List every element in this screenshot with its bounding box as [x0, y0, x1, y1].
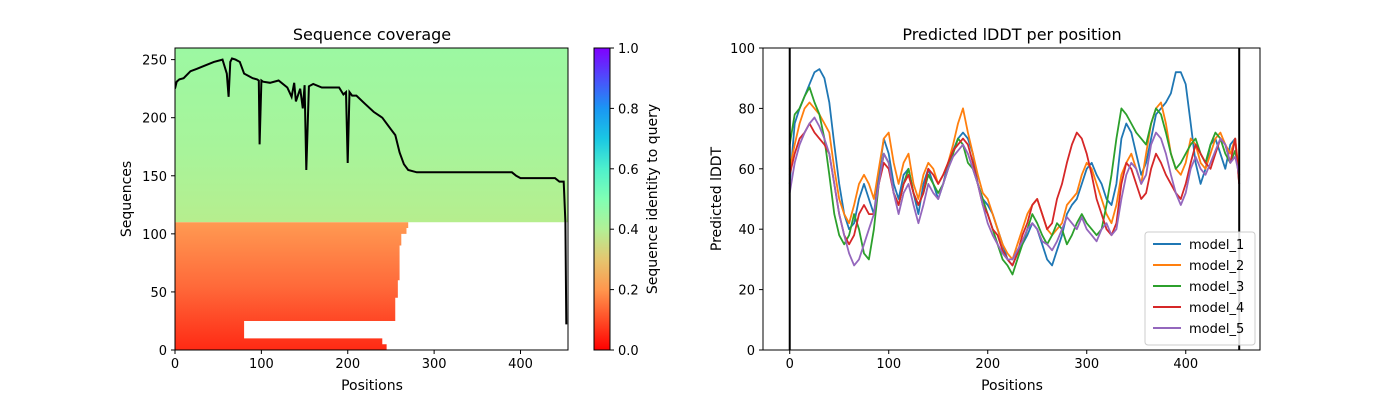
- y-tick-label: 150: [142, 170, 167, 185]
- coverage-chart: Sequence coverage 0 100 200 300 400 0 50 100 15…: [119, 25, 569, 394]
- x-tick-label: 100: [249, 357, 274, 372]
- coverage-title: Sequence coverage: [293, 25, 451, 44]
- coverage-line: [175, 57, 568, 325]
- y-tick-label: 50: [150, 286, 167, 301]
- plddt-legend: model_1 model_2 model_3 model_4 model_5: [1144, 231, 1256, 346]
- colorbar-tick-label: 0.8: [618, 102, 639, 117]
- low-identity-region: [175, 222, 409, 350]
- low-identity-block: [175, 222, 409, 350]
- colorbar-label: Sequence identity to query: [645, 104, 661, 294]
- plddt-y-label: Predicted lDDT: [709, 146, 725, 251]
- plddt-x-ticks: 0 100 200 300 400: [786, 350, 1198, 372]
- y-tick-label: 40: [738, 223, 755, 238]
- high-identity-region: [175, 48, 568, 223]
- y-tick-label: 0: [159, 344, 167, 359]
- x-tick-label: 100: [876, 357, 901, 372]
- y-tick-label: 200: [142, 112, 167, 127]
- series-line-model_3: [788, 86, 1241, 276]
- plddt-x-label: Positions: [981, 378, 1043, 394]
- plddt-axes-frame: [762, 47, 1261, 351]
- legend-label: model_5: [1189, 322, 1244, 337]
- plddt-series-lines: [788, 68, 1241, 276]
- y-tick-label: 20: [738, 284, 755, 299]
- y-tick-label: 80: [738, 102, 755, 117]
- x-tick-label: 200: [335, 357, 360, 372]
- colorbar-ticks: 0.0 0.2 0.4 0.6 0.8 1.0: [610, 42, 639, 359]
- y-tick-label: 100: [730, 42, 755, 57]
- coverage-x-ticks: 0 100 200 300 400: [171, 350, 533, 372]
- colorbar-tick-label: 0.6: [618, 163, 639, 178]
- colorbar-tick-label: 0.4: [618, 223, 639, 238]
- coverage-heatmap: [175, 48, 568, 350]
- legend-box: [1144, 231, 1256, 346]
- y-tick-label: 100: [142, 228, 167, 243]
- series-line-model_5: [788, 116, 1241, 267]
- legend-label: model_2: [1189, 259, 1244, 274]
- coverage-y-label: Sequences: [119, 161, 135, 237]
- colorbar-tick-label: 0.0: [618, 344, 639, 359]
- series-line-model_2: [788, 101, 1241, 261]
- colorbar: 0.0 0.2 0.4 0.6 0.8 1.0 Sequence identity to …: [593, 42, 661, 359]
- colorbar-tick-label: 0.2: [618, 284, 639, 299]
- high-identity-block: [175, 48, 568, 223]
- x-tick-label: 300: [1074, 357, 1099, 372]
- x-tick-label: 400: [508, 357, 533, 372]
- x-tick-label: 300: [422, 357, 447, 372]
- coverage-x-label: Positions: [341, 378, 403, 394]
- legend-label: model_3: [1189, 280, 1244, 295]
- plddt-title: Predicted lDDT per position: [902, 25, 1121, 44]
- legend-label: model_4: [1189, 301, 1244, 316]
- x-tick-label: 200: [975, 357, 1000, 372]
- y-tick-label: 250: [142, 54, 167, 69]
- colorbar-gradient: [593, 47, 611, 351]
- legend-label: model_1: [1189, 238, 1244, 253]
- coverage-y-ticks: 0 50 100 150 200 250: [142, 54, 175, 359]
- colorbar-tick-label: 1.0: [618, 42, 639, 57]
- plddt-y-ticks: 0 20 40 60 80 100: [730, 42, 763, 359]
- x-tick-label: 0: [171, 357, 179, 372]
- series-line-model_4: [788, 122, 1241, 267]
- y-tick-label: 0: [747, 344, 755, 359]
- x-tick-label: 400: [1173, 357, 1198, 372]
- y-tick-label: 60: [738, 163, 755, 178]
- x-tick-label: 0: [786, 357, 794, 372]
- coverage-axes-frame: [174, 47, 569, 351]
- plddt-chart: Predicted lDDT per position 0 100 200 300 40…: [709, 25, 1261, 394]
